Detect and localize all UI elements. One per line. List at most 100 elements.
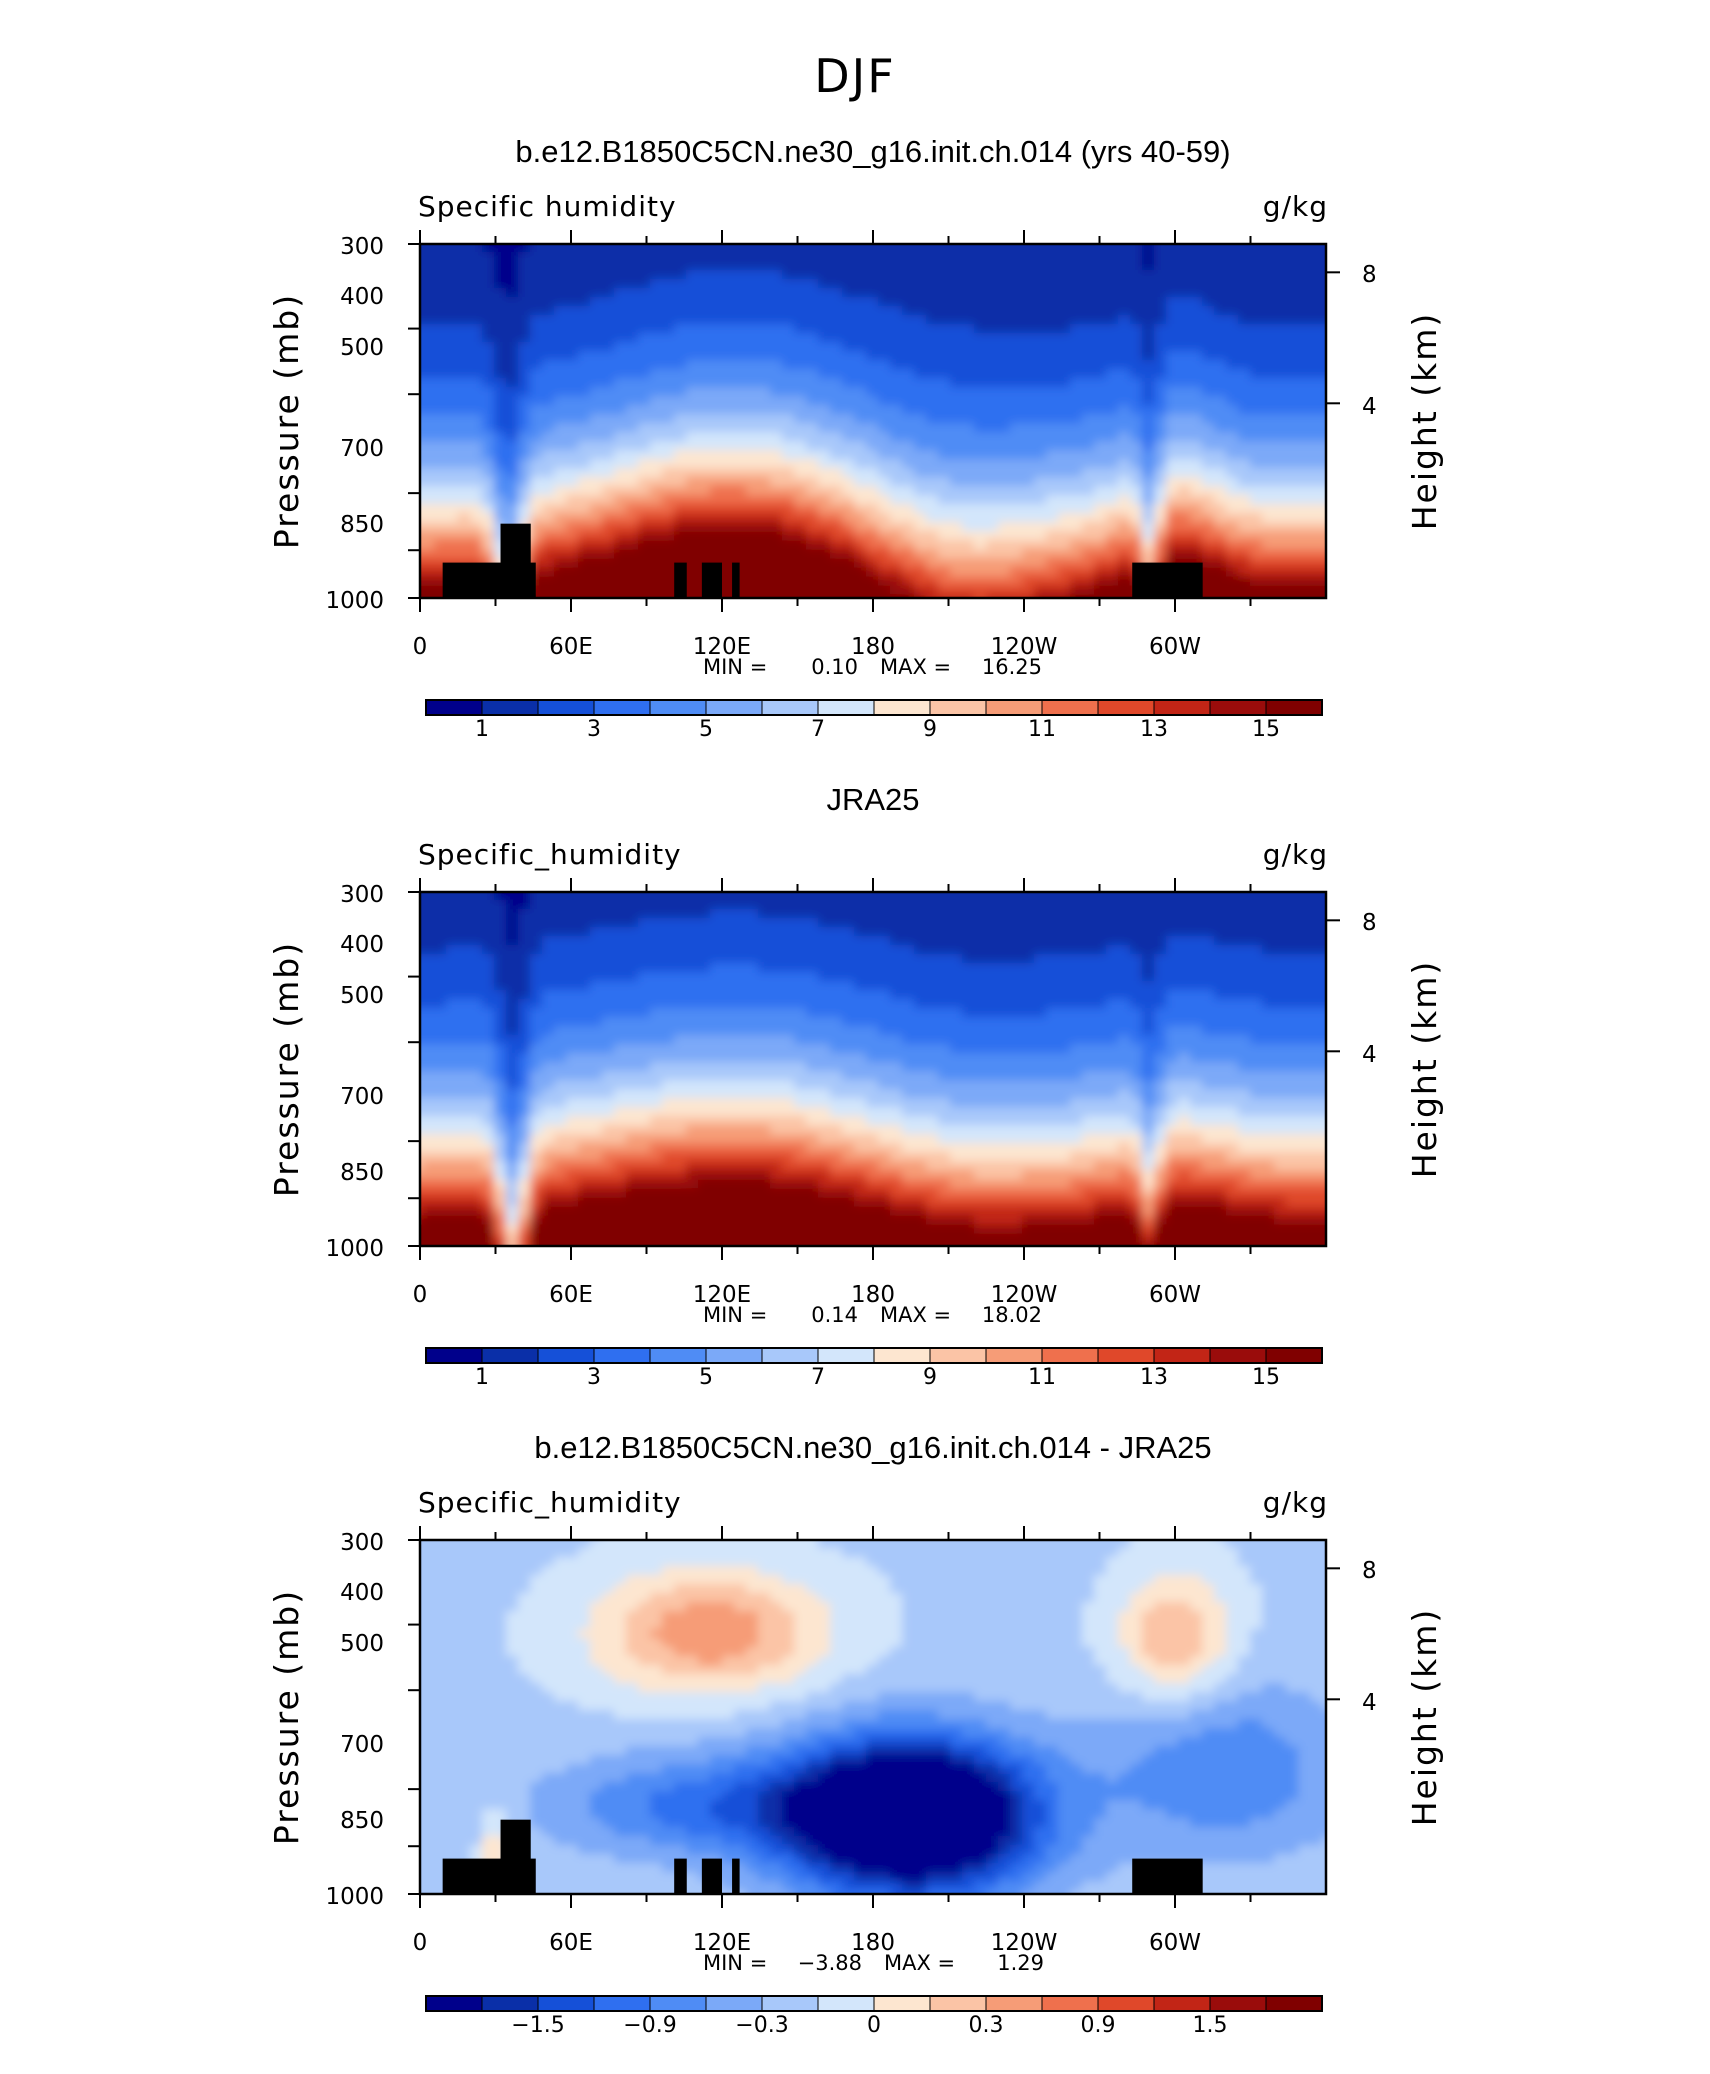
field-cell [998, 963, 1011, 973]
field-cell [566, 396, 579, 406]
field-cell [986, 396, 999, 406]
field-cell [914, 882, 927, 892]
field-cell [458, 244, 471, 253]
field-cell [1166, 405, 1179, 415]
field-cell [926, 423, 939, 433]
field-cell [746, 576, 759, 586]
colorbar-swatch [873, 699, 931, 716]
field-cell [1094, 540, 1107, 550]
field-cell [722, 603, 735, 613]
field-cell [974, 918, 987, 928]
field-cell [470, 315, 483, 325]
field-cell [974, 405, 987, 415]
field-cell [926, 972, 939, 982]
field-cell [734, 954, 747, 964]
field-cell [1322, 1026, 1326, 1036]
field-cell [794, 585, 807, 595]
field-cell [926, 450, 939, 460]
field-cell [1214, 963, 1227, 973]
field-cell [998, 567, 1011, 577]
field-cell [662, 297, 675, 307]
field-cell [1334, 954, 1347, 964]
field-cell [842, 522, 855, 532]
field-cell [1286, 892, 1299, 901]
field-cell [950, 567, 963, 577]
field-cell [1070, 540, 1083, 550]
field-cell [1322, 513, 1326, 523]
field-cell [794, 522, 807, 532]
field-cell [434, 1062, 447, 1072]
field-cell [998, 1044, 1011, 1054]
field-cell [662, 990, 675, 1000]
field-cell [542, 396, 555, 406]
field-cell [1202, 567, 1215, 577]
field-cell [578, 558, 591, 568]
field-cell [1298, 936, 1311, 946]
field-cell [1178, 252, 1191, 262]
field-cell [998, 1008, 1011, 1018]
field-cell [1142, 892, 1155, 901]
field-cell [1298, 450, 1311, 460]
field-cell [902, 522, 915, 532]
field-cell [1034, 882, 1047, 892]
field-cell [566, 1017, 579, 1027]
field-cell [1010, 1044, 1023, 1054]
field-cell [458, 513, 471, 523]
field-cell [722, 576, 735, 586]
field-cell [890, 909, 903, 919]
field-cell [794, 351, 807, 361]
field-cell [530, 234, 543, 244]
field-cell [890, 594, 903, 598]
field-cell [806, 909, 819, 919]
field-cell [1034, 1017, 1047, 1027]
field-cell [842, 261, 855, 271]
field-cell [1238, 252, 1251, 262]
field-cell [434, 1053, 447, 1063]
field-cell [926, 279, 939, 289]
field-cell [1262, 423, 1275, 433]
field-cell [1154, 477, 1167, 487]
field-cell [470, 360, 483, 370]
field-cell [1262, 900, 1275, 910]
field-cell [1106, 558, 1119, 568]
field-cell [1106, 450, 1119, 460]
field-cell [1082, 441, 1095, 451]
field-cell [494, 405, 507, 415]
field-cell [686, 909, 699, 919]
field-cell [1106, 513, 1119, 523]
field-cell [854, 486, 867, 496]
field-cell [830, 945, 843, 955]
field-cell [902, 1053, 915, 1063]
field-cell [1058, 306, 1071, 316]
field-cell [1334, 594, 1347, 604]
field-cell [1202, 540, 1215, 550]
field-cell [1070, 351, 1083, 361]
field-cell [794, 504, 807, 514]
field-cell [1118, 594, 1131, 598]
field-cell [842, 882, 855, 892]
field-cell [1166, 387, 1179, 397]
field-cell [420, 558, 423, 568]
field-cell [842, 567, 855, 577]
field-cell [578, 603, 591, 613]
field-cell [746, 450, 759, 460]
field-cell [1046, 900, 1059, 910]
field-cell [1226, 306, 1239, 316]
field-cell [878, 990, 891, 1000]
field-cell [890, 297, 903, 307]
field-cell [1166, 261, 1179, 271]
field-cell [1334, 900, 1347, 910]
field-cell [830, 1053, 843, 1063]
field-cell [1250, 963, 1263, 973]
field-cell [1238, 342, 1251, 352]
field-cell [854, 315, 867, 325]
field-cell [818, 531, 831, 541]
field-cell [470, 423, 483, 433]
field-cell [494, 918, 507, 928]
field-cell [1034, 567, 1047, 577]
field-cell [506, 972, 519, 982]
field-cell [734, 387, 747, 397]
field-cell [950, 936, 963, 946]
field-cell [1310, 882, 1323, 892]
field-cell [1106, 972, 1119, 982]
